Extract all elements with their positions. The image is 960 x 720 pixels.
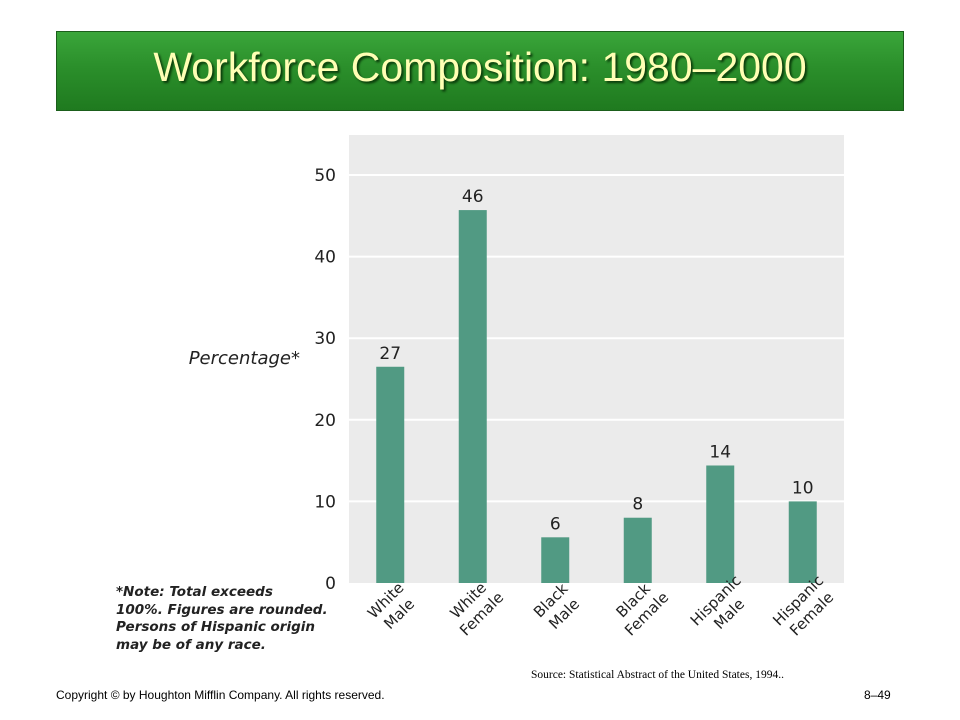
bar xyxy=(541,537,570,583)
y-tick-label: 30 xyxy=(314,329,336,349)
data-label: 10 xyxy=(792,478,814,498)
plot-background xyxy=(349,135,844,583)
y-tick-label: 50 xyxy=(314,166,336,186)
footnote-line: Persons of Hispanic origin xyxy=(116,619,315,635)
source-citation: Source: Statistical Abstract of the Unit… xyxy=(531,669,784,681)
footnote-line: 100%. Figures are rounded. xyxy=(116,601,328,618)
footnote: *Note: Total exceeds 100%. Figures are r… xyxy=(116,584,328,654)
y-tick-label: 0 xyxy=(325,574,336,594)
data-label: 8 xyxy=(632,495,643,515)
data-label: 46 xyxy=(462,187,484,207)
page-number: 8–49 xyxy=(864,688,891,702)
data-label: 27 xyxy=(379,344,401,364)
data-label: 14 xyxy=(709,442,731,462)
bar xyxy=(788,501,817,583)
bar xyxy=(458,210,487,583)
title-bar: Workforce Composition: 1980–2000 xyxy=(56,31,904,111)
copyright-footer: Copyright © by Houghton Mifflin Company.… xyxy=(56,688,385,702)
bar xyxy=(376,366,405,583)
bar xyxy=(623,517,652,583)
y-tick-label: 20 xyxy=(314,411,336,431)
footnote-line: *Note: Total exceeds xyxy=(116,584,273,600)
y-axis-label: Percentage* xyxy=(189,348,300,369)
slide-title: Workforce Composition: 1980–2000 xyxy=(153,44,807,90)
data-label: 6 xyxy=(550,514,561,534)
bar xyxy=(706,465,735,583)
y-tick-label: 10 xyxy=(314,492,336,512)
y-tick-label: 40 xyxy=(314,248,336,268)
footnote-line: may be of any race. xyxy=(116,636,266,653)
